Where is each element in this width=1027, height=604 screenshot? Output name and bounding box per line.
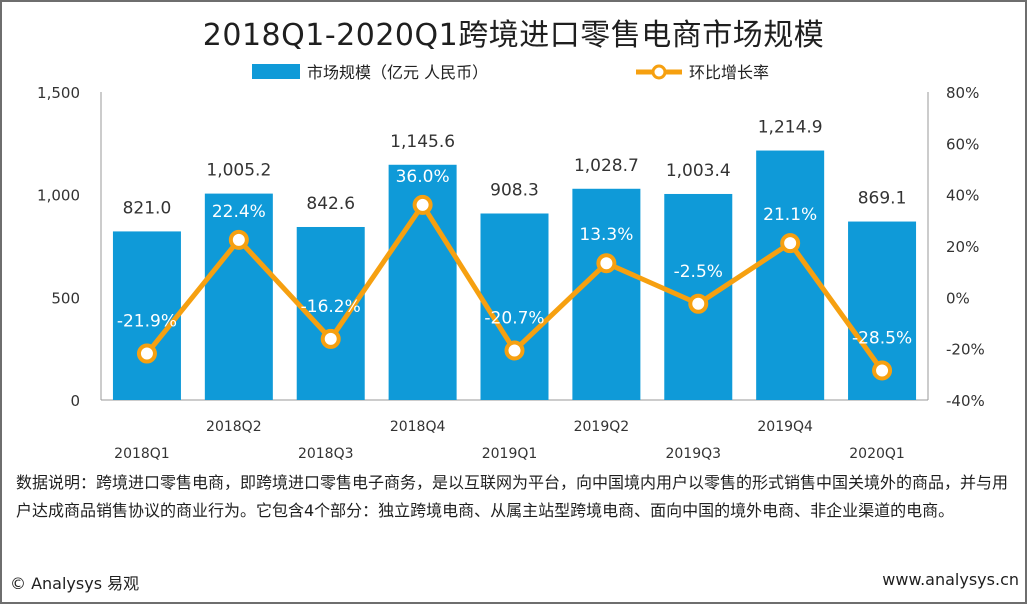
growth-point	[228, 229, 249, 250]
growth-value-label: 13.3%	[579, 225, 633, 245]
chart-title: 2018Q1-2020Q1跨境进口零售电商市场规模	[202, 18, 825, 53]
growth-value-label: 36.0%	[396, 167, 450, 187]
left-tick-label: 1,500	[37, 84, 80, 102]
right-tick-label: -40%	[946, 392, 985, 410]
growth-value-label: -2.5%	[674, 262, 723, 282]
bar-value-label: 869.1	[858, 189, 907, 209]
growth-point	[780, 233, 801, 254]
growth-value-label: -28.5%	[852, 328, 912, 348]
x-tick-label: 2019Q4	[757, 419, 813, 435]
bar-value-label: 1,214.9	[758, 118, 823, 138]
bar-value-label: 1,003.4	[666, 161, 731, 181]
growth-point	[872, 360, 893, 381]
growth-point	[136, 343, 157, 364]
growth-point	[412, 194, 433, 215]
growth-point	[688, 293, 709, 314]
x-tick-label: 2020Q1	[849, 446, 905, 462]
legend-line-marker	[651, 64, 667, 80]
right-tick-label: 40%	[946, 187, 979, 205]
x-tick-label: 2019Q2	[574, 419, 630, 435]
x-tick-label: 2019Q1	[482, 446, 538, 462]
left-tick-label: 1,000	[37, 187, 80, 205]
legend-line-label: 环比增长率	[689, 63, 769, 82]
growth-point	[504, 340, 525, 361]
growth-value-label: -20.7%	[484, 308, 544, 328]
left-tick-label: 0	[70, 392, 80, 410]
bar-value-label: 908.3	[490, 180, 539, 200]
x-tick-label: 2018Q3	[298, 446, 354, 462]
footer-copyright: © Analysys 易观	[10, 574, 140, 593]
bar	[204, 193, 273, 400]
growth-point	[596, 253, 617, 274]
data-note: 数据说明：跨境进口零售电商，即跨境进口零售电子商务，是以互联网为平台，向中国境内…	[16, 473, 1009, 520]
growth-point	[320, 328, 341, 349]
x-tick-label: 2018Q4	[390, 419, 446, 435]
right-tick-label: 60%	[946, 135, 979, 153]
footer-website: www.analysys.cn	[882, 570, 1019, 589]
chart-canvas: 0 500 1,000 1,500 -40% -20% 0% 20% 40% 60% 80% 821.…	[37, 63, 985, 462]
legend-bar-swatch	[252, 64, 300, 79]
bar-value-label: 821.0	[123, 198, 172, 218]
growth-value-label: 22.4%	[212, 202, 266, 222]
growth-value-label: -16.2%	[301, 297, 361, 317]
x-tick-label: 2018Q2	[206, 419, 262, 435]
x-tick-label: 2019Q3	[665, 446, 721, 462]
bar-value-label: 1,145.6	[390, 132, 455, 152]
bar-value-label: 1,028.7	[574, 156, 639, 176]
bar	[572, 188, 641, 400]
left-tick-label: 500	[51, 289, 80, 307]
bar-value-label: 842.6	[306, 194, 355, 214]
x-tick-label: 2018Q1	[114, 446, 170, 462]
right-tick-label: -20%	[946, 341, 985, 359]
legend-bar-label: 市场规模（亿元 人民币）	[307, 63, 488, 82]
bar	[480, 213, 549, 400]
right-tick-label: 20%	[946, 238, 979, 256]
growth-value-label: 21.1%	[763, 205, 817, 225]
right-tick-label: 80%	[946, 84, 979, 102]
bar-value-label: 1,005.2	[206, 161, 271, 181]
bar	[112, 231, 181, 400]
right-tick-label: 0%	[946, 289, 970, 307]
growth-value-label: -21.9%	[117, 312, 177, 332]
